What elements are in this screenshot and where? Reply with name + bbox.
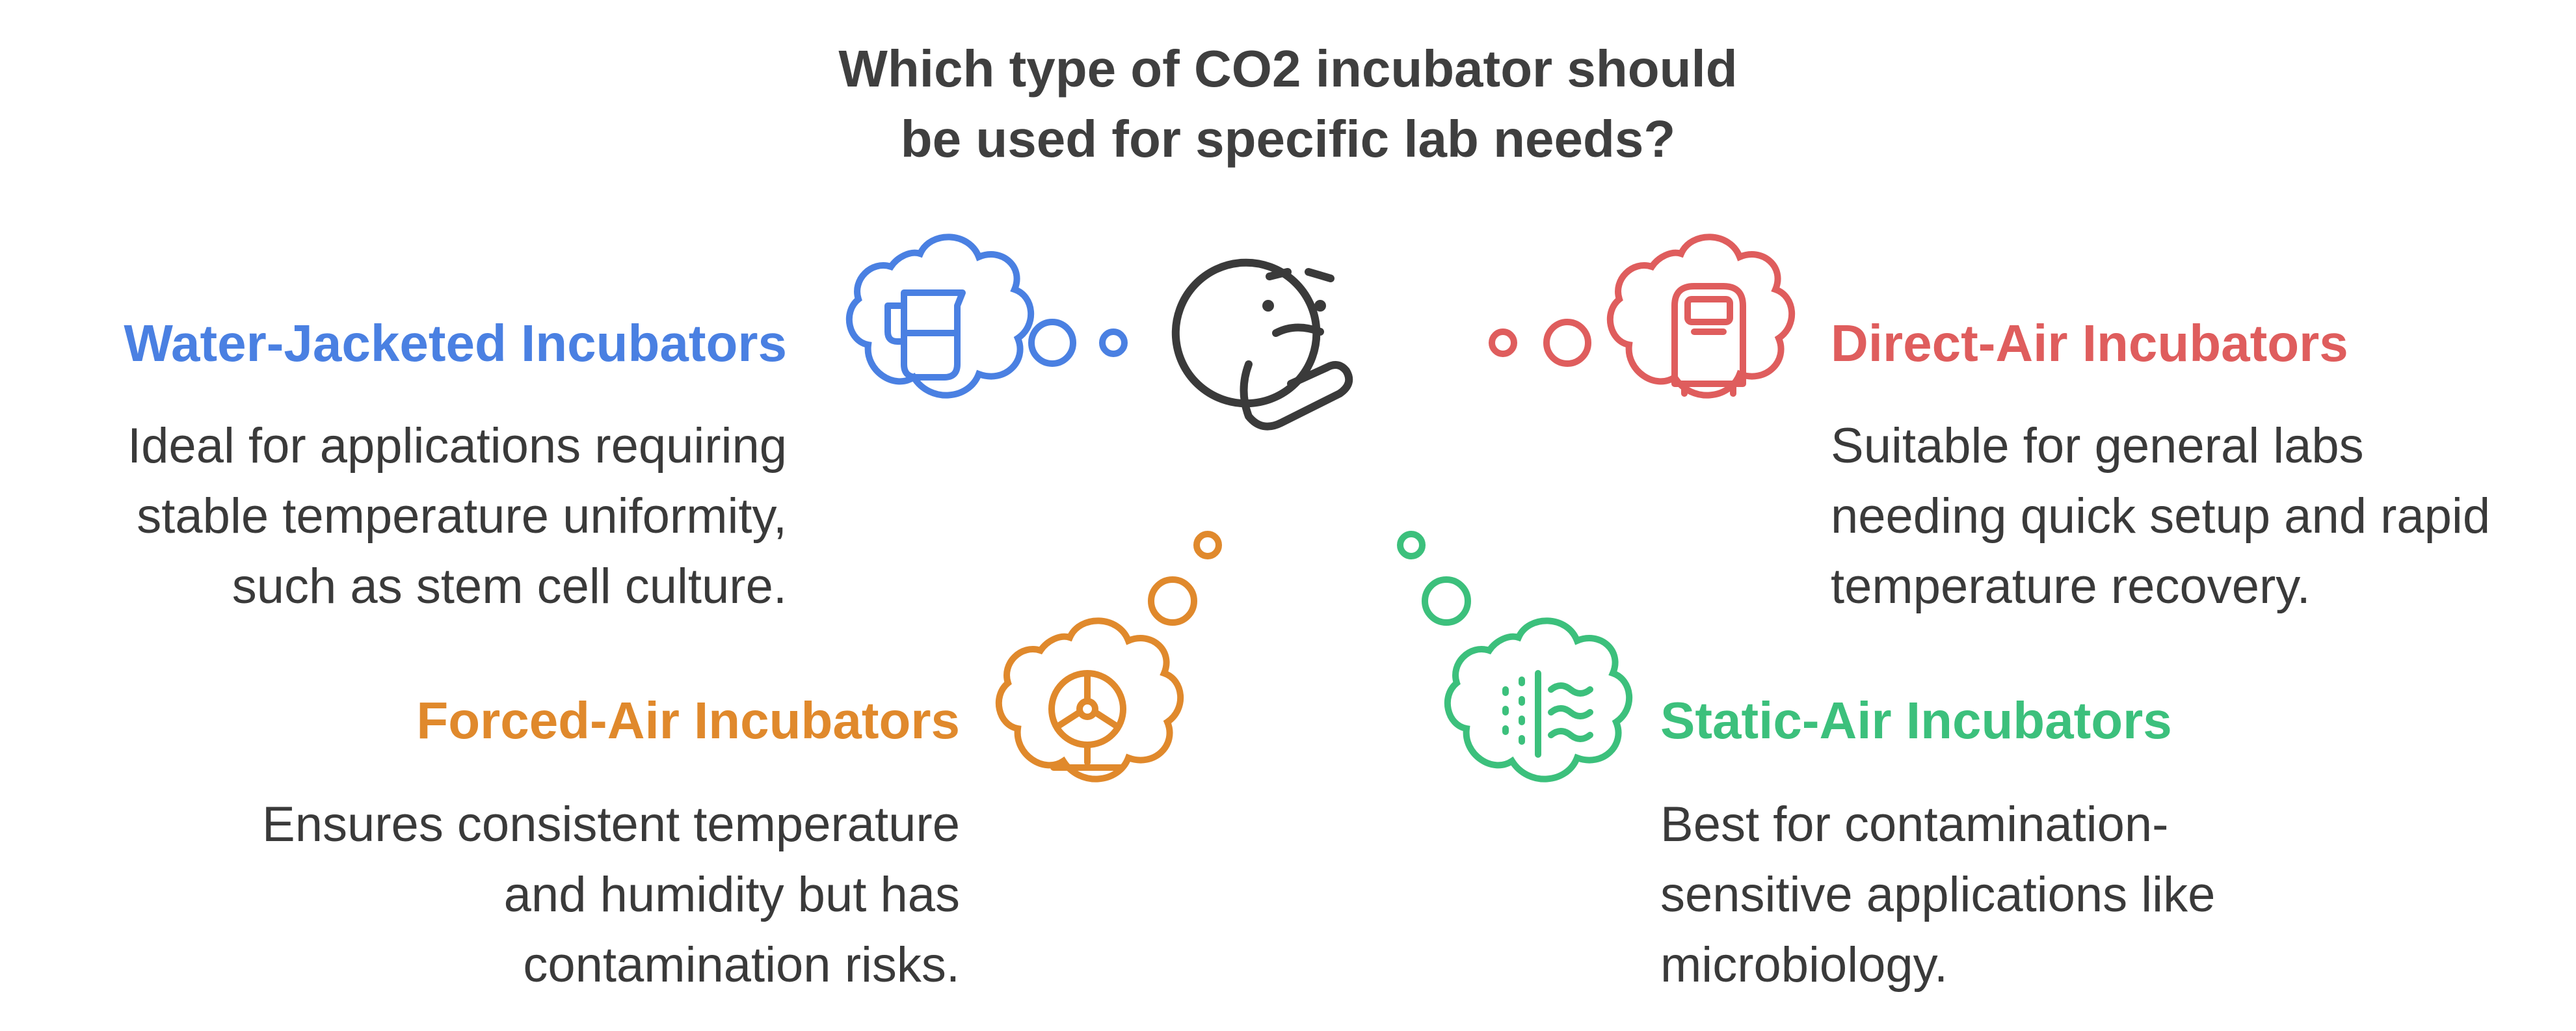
thought-cloud	[1444, 617, 1633, 783]
direct-air-heading: Direct-Air Incubators	[1831, 314, 2348, 372]
thought-bubble	[1193, 531, 1222, 559]
thought-bubble	[1422, 576, 1471, 626]
direct-air-description: Suitable for general labs needing quick …	[1831, 418, 2491, 614]
forced-air-heading: Forced-Air Incubators	[416, 691, 960, 749]
title-line-1: Which type of CO2 incubator should	[838, 40, 1738, 98]
forced-air-description: Ensures consistent temperature and humid…	[262, 797, 960, 993]
thinking-face-icon	[1171, 258, 1353, 431]
water-jacketed-thought	[845, 234, 1128, 399]
static-air-thought	[1397, 531, 1633, 783]
diagram-title: Which type of CO2 incubator should be us…	[0, 34, 2576, 174]
thought-bubble	[1028, 319, 1076, 367]
thought-bubble	[1397, 531, 1426, 559]
fan-icon	[1048, 670, 1126, 771]
static-air-heading: Static-Air Incubators	[1660, 691, 2172, 749]
water-jacketed-heading: Water-Jacketed Incubators	[124, 314, 787, 372]
forced-air-thought	[995, 531, 1222, 783]
thought-cloud	[1606, 234, 1796, 399]
direct-air-thought	[1489, 234, 1796, 399]
title-line-2: be used for specific lab needs?	[900, 110, 1676, 168]
thought-bubble	[1148, 576, 1197, 626]
thought-cloud	[995, 617, 1184, 783]
thought-cloud	[845, 234, 1035, 399]
static-air-description: Best for contamination-sensitive applica…	[1660, 797, 2216, 993]
thought-bubble	[1543, 319, 1591, 367]
water-jacketed-description: Ideal for applications requiring stable …	[127, 418, 787, 614]
still-air-icon	[1502, 670, 1593, 758]
thought-bubble	[1489, 328, 1517, 357]
beaker-icon	[884, 289, 966, 381]
thought-bubble	[1099, 328, 1128, 357]
air-cabinet-icon	[1671, 283, 1746, 397]
